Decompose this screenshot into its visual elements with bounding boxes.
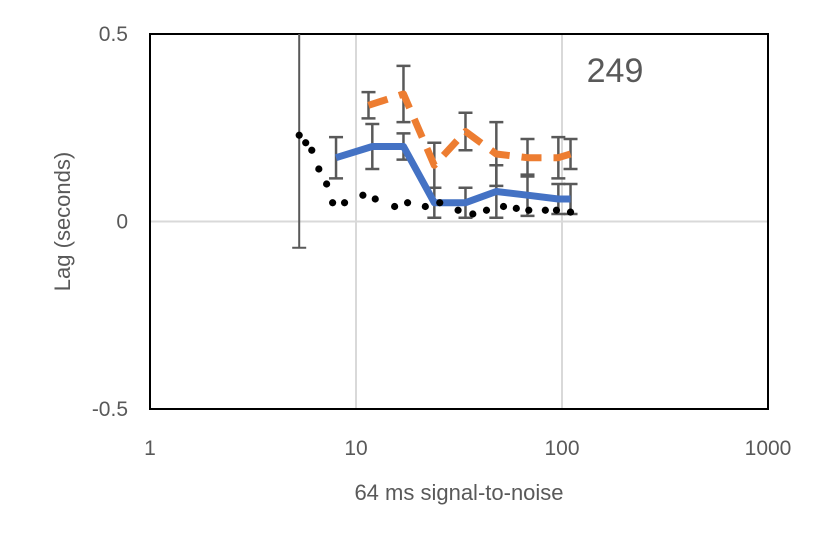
grid-lines (150, 34, 768, 409)
dotted-series-point (552, 206, 561, 214)
dotted-series-point (315, 165, 323, 173)
dotted-series-point (391, 202, 399, 211)
y-tick-label: 0.5 (99, 23, 128, 46)
dotted-series-point (512, 204, 520, 212)
dotted-series-point (295, 131, 303, 139)
dotted-series-point (340, 199, 349, 207)
chart-annotation: 249 (587, 52, 644, 90)
dotted-series-point (302, 139, 310, 147)
dotted-series-point (469, 210, 477, 218)
dotted-series-point (541, 206, 549, 214)
dotted-series-point (454, 206, 462, 214)
x-tick-label: 1 (144, 437, 156, 460)
x-tick-label: 1000 (745, 437, 792, 460)
dotted-series-point (436, 199, 444, 207)
dotted-series-point (421, 202, 429, 211)
dashed-series-line (367, 90, 572, 169)
dotted-series-point (482, 206, 491, 214)
x-tick-label: 100 (544, 437, 579, 460)
dotted-series-point (323, 180, 331, 188)
dotted-series-point (371, 195, 379, 203)
x-axis-title: 64 ms signal-to-noise (354, 480, 563, 505)
plot-area-frame (149, 33, 769, 410)
dotted-series-point (499, 202, 508, 211)
error-bars (292, 34, 578, 249)
solid-series-line (334, 143, 571, 207)
y-axis-title: Lag (seconds) (50, 152, 75, 291)
y-tick-label: -0.5 (92, 398, 128, 421)
y-tick-labels: -0.5 0 0.5 (92, 23, 128, 421)
dotted-series-point (403, 199, 412, 207)
dotted-series-point (308, 146, 316, 154)
y-tick-label: 0 (116, 211, 128, 234)
dotted-series-point (566, 208, 575, 216)
data-series (295, 90, 575, 218)
dotted-series-point (525, 206, 533, 214)
dotted-series-point (359, 191, 367, 199)
x-tick-label: 10 (344, 437, 367, 460)
dotted-series-point (329, 199, 337, 207)
x-tick-labels: 1 10 100 1000 (144, 437, 791, 460)
